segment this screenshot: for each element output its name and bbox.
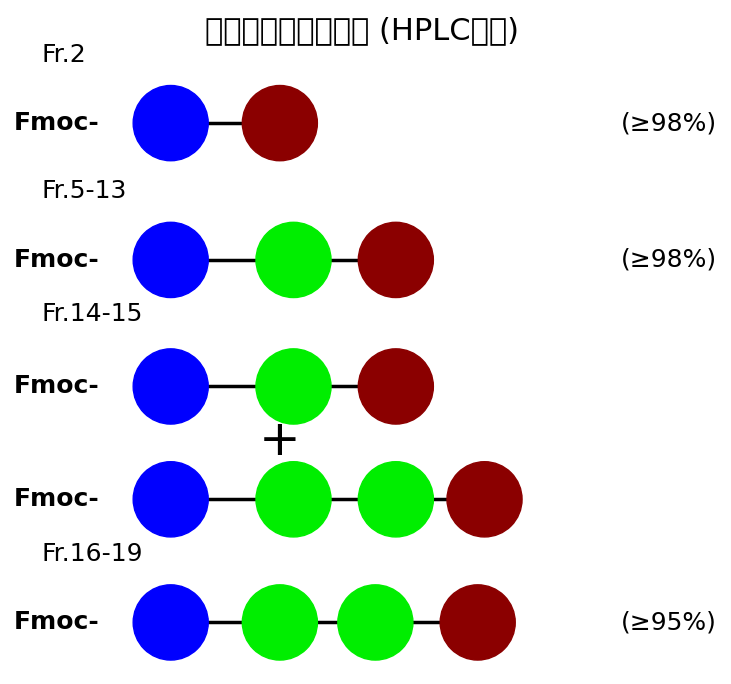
Circle shape <box>243 86 317 161</box>
Circle shape <box>358 349 433 424</box>
Circle shape <box>133 585 208 660</box>
Circle shape <box>133 349 208 424</box>
Text: (≥98%): (≥98%) <box>621 111 717 135</box>
Circle shape <box>133 222 208 298</box>
Text: Fmoc-: Fmoc- <box>13 111 99 135</box>
Text: Fr.14-15: Fr.14-15 <box>41 302 143 326</box>
Circle shape <box>133 462 208 537</box>
Text: Fr.5-13: Fr.5-13 <box>41 179 126 204</box>
Text: Fmoc-: Fmoc- <box>13 487 99 512</box>
Circle shape <box>256 349 331 424</box>
Text: (≥95%): (≥95%) <box>621 610 717 635</box>
Circle shape <box>440 585 515 660</box>
Text: Fmoc-: Fmoc- <box>13 610 99 635</box>
Text: Fr.2: Fr.2 <box>41 42 86 67</box>
Text: Fr.16-19: Fr.16-19 <box>41 542 143 566</box>
Text: フラクション対応表 (HPLC純度): フラクション対応表 (HPLC純度) <box>205 16 519 45</box>
Circle shape <box>243 585 317 660</box>
Circle shape <box>256 462 331 537</box>
Circle shape <box>338 585 413 660</box>
Circle shape <box>256 222 331 298</box>
Text: (≥98%): (≥98%) <box>621 248 717 272</box>
Text: Fmoc-: Fmoc- <box>13 248 99 272</box>
Text: Fmoc-: Fmoc- <box>13 374 99 399</box>
Circle shape <box>133 86 208 161</box>
Circle shape <box>358 222 433 298</box>
Circle shape <box>447 462 522 537</box>
Circle shape <box>358 462 433 537</box>
Text: +: + <box>259 417 300 465</box>
